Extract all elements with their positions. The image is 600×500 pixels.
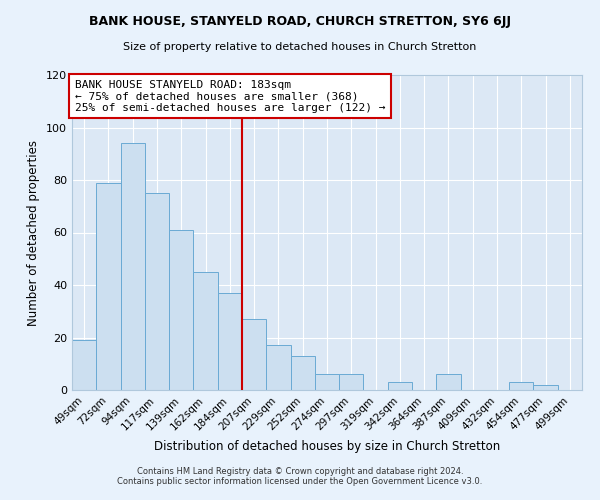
Text: Size of property relative to detached houses in Church Stretton: Size of property relative to detached ho… <box>124 42 476 52</box>
Text: BANK HOUSE STANYELD ROAD: 183sqm
← 75% of detached houses are smaller (368)
25% : BANK HOUSE STANYELD ROAD: 183sqm ← 75% o… <box>74 80 385 113</box>
Bar <box>339 374 364 390</box>
Bar <box>121 143 145 390</box>
Bar <box>533 385 558 390</box>
Bar <box>242 319 266 390</box>
Bar <box>96 182 121 390</box>
Bar <box>509 382 533 390</box>
X-axis label: Distribution of detached houses by size in Church Stretton: Distribution of detached houses by size … <box>154 440 500 453</box>
Text: BANK HOUSE, STANYELD ROAD, CHURCH STRETTON, SY6 6JJ: BANK HOUSE, STANYELD ROAD, CHURCH STRETT… <box>89 15 511 28</box>
Bar <box>266 346 290 390</box>
Text: Contains HM Land Registry data © Crown copyright and database right 2024.: Contains HM Land Registry data © Crown c… <box>137 467 463 476</box>
Bar <box>290 356 315 390</box>
Bar <box>315 374 339 390</box>
Bar <box>193 272 218 390</box>
Bar <box>218 293 242 390</box>
Bar <box>145 193 169 390</box>
Bar <box>169 230 193 390</box>
Y-axis label: Number of detached properties: Number of detached properties <box>28 140 40 326</box>
Bar <box>388 382 412 390</box>
Text: Contains public sector information licensed under the Open Government Licence v3: Contains public sector information licen… <box>118 477 482 486</box>
Bar <box>436 374 461 390</box>
Bar <box>72 340 96 390</box>
